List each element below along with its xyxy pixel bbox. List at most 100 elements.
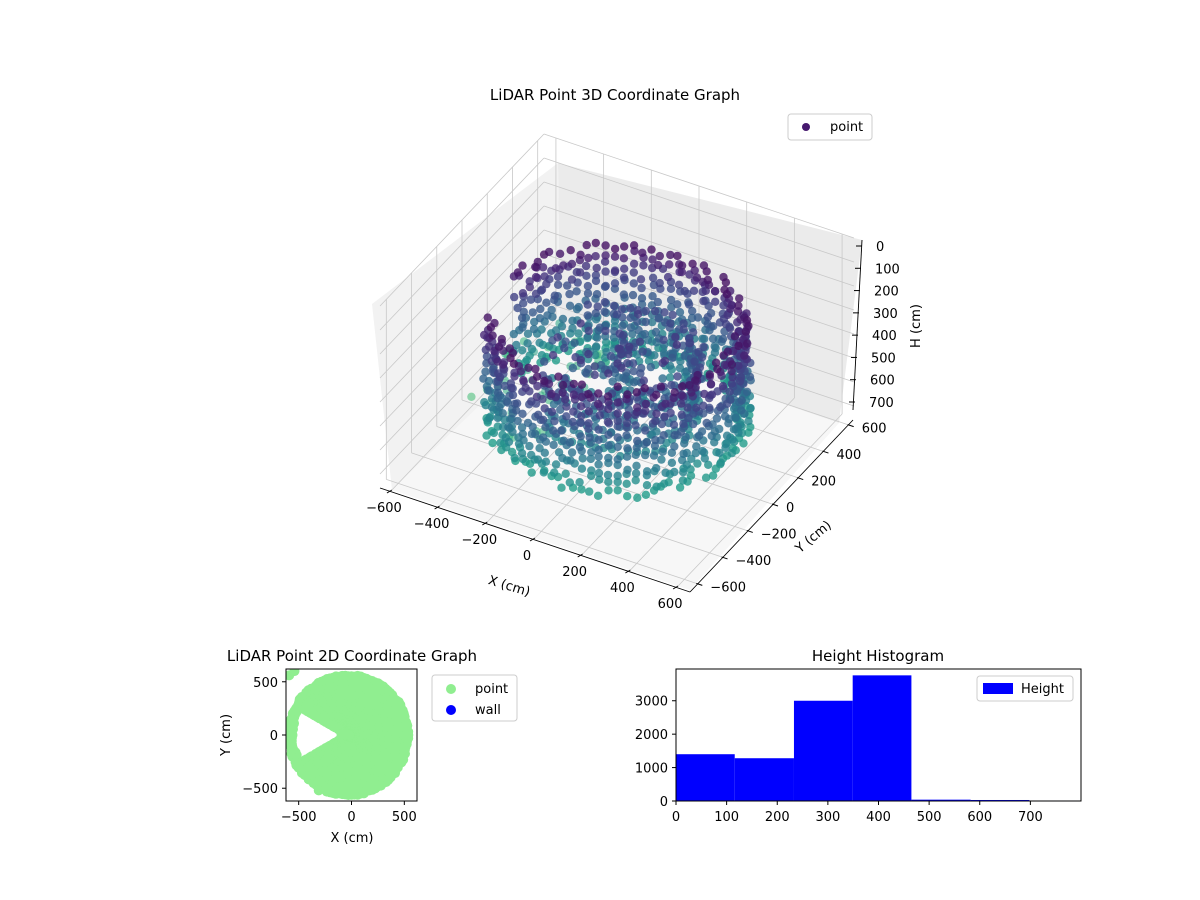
point-3d <box>633 436 642 446</box>
x-tick-mark-3d <box>672 585 679 590</box>
point-3d <box>591 276 601 286</box>
point-3d <box>628 329 637 339</box>
point-3d <box>512 399 522 408</box>
point-3d <box>720 412 730 421</box>
point-3d <box>566 246 575 255</box>
point-3d <box>619 290 629 299</box>
point-3d <box>687 388 696 397</box>
point-3d <box>741 327 751 336</box>
point-3d <box>590 370 599 380</box>
z-tick-label-3d: 100 <box>875 262 900 277</box>
point-3d <box>527 397 536 406</box>
point-3d <box>636 369 645 378</box>
point-2d <box>336 729 347 740</box>
point-3d <box>667 380 676 390</box>
point-3d <box>699 401 708 410</box>
point-3d <box>531 429 540 439</box>
point-3d <box>745 372 755 381</box>
point-3d <box>531 289 541 298</box>
point-3d <box>613 455 622 464</box>
point-3d <box>710 287 720 296</box>
point-3d <box>739 439 748 448</box>
point-3d <box>575 478 584 487</box>
point-3d <box>691 449 700 458</box>
point-3d <box>576 418 586 428</box>
point-3d <box>510 372 519 381</box>
point-3d <box>670 431 679 440</box>
point-3d <box>637 283 646 293</box>
point-3d <box>679 325 688 334</box>
legend-3d-marker <box>802 123 810 131</box>
hist-y-tick-label: 0 <box>660 795 668 810</box>
point-3d <box>568 363 578 373</box>
point-3d <box>661 399 670 408</box>
point-3d <box>629 378 639 387</box>
point-3d <box>556 405 565 414</box>
point-3d <box>517 423 527 432</box>
x-tick-mark-3d <box>386 489 393 494</box>
point-3d <box>527 344 537 354</box>
point-3d <box>693 459 702 468</box>
back-left-pane <box>372 163 560 490</box>
point-3d <box>525 282 534 292</box>
point-3d <box>494 342 504 351</box>
point-3d <box>711 297 720 306</box>
point-3d <box>680 351 689 361</box>
point-3d <box>482 431 491 440</box>
x-tick-mark-3d <box>529 537 536 542</box>
points-2d <box>286 669 414 800</box>
point-3d <box>587 448 596 457</box>
point-3d <box>558 314 568 324</box>
point-3d <box>547 389 556 399</box>
point-3d <box>592 290 602 299</box>
point-3d <box>537 285 547 294</box>
point-3d <box>551 264 560 273</box>
grid-back-z <box>543 205 855 311</box>
point-3d <box>632 443 641 452</box>
point-3d <box>677 261 687 270</box>
point-3d <box>668 353 677 362</box>
point-3d <box>550 468 559 477</box>
y-tick-label-3d: 0 <box>786 501 794 516</box>
point-3d <box>648 317 657 327</box>
point-3d <box>548 426 558 435</box>
point-3d <box>709 322 718 331</box>
point-3d <box>613 433 622 442</box>
point-3d <box>660 356 670 366</box>
point-3d <box>727 360 737 369</box>
point-3d <box>727 449 736 458</box>
point-3d <box>561 395 570 404</box>
point-3d <box>666 250 675 260</box>
point-3d <box>690 266 699 275</box>
point-3d <box>658 447 667 456</box>
point-3d <box>648 255 657 264</box>
point-3d <box>539 468 548 477</box>
point-3d <box>551 460 561 469</box>
point-3d <box>692 403 701 412</box>
point-3d <box>594 460 603 469</box>
point-3d <box>523 339 532 348</box>
point-3d <box>703 312 713 322</box>
point-3d <box>637 294 647 303</box>
point-3d <box>623 492 632 501</box>
point-3d <box>652 464 661 473</box>
point-2d <box>304 761 315 772</box>
point-3d <box>629 367 638 376</box>
point-3d <box>667 458 677 467</box>
point-3d <box>532 392 542 401</box>
point-3d <box>716 402 725 412</box>
point-3d <box>584 349 593 359</box>
y-axis-label-2d: Y (cm) <box>219 714 234 757</box>
point-3d <box>509 329 518 339</box>
point-3d <box>524 363 533 372</box>
point-3d <box>708 471 718 480</box>
point-3d <box>595 411 604 420</box>
y-tick-label-3d: −600 <box>710 580 746 595</box>
point-3d <box>584 389 593 399</box>
point-3d <box>677 267 686 277</box>
point-3d <box>637 300 647 309</box>
point-3d <box>722 290 732 299</box>
legend-3d-frame <box>787 113 873 141</box>
